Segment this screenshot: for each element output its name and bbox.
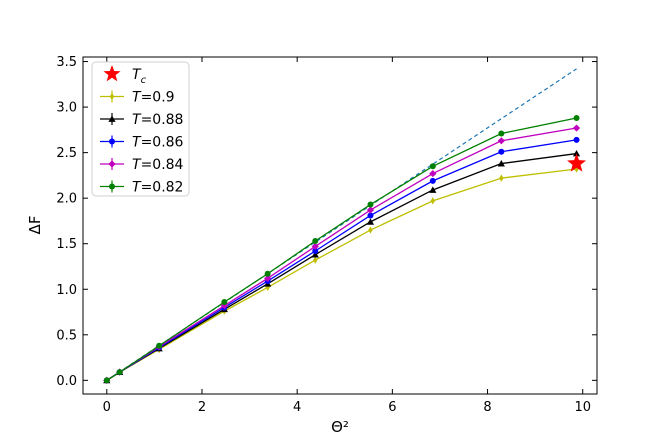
axis-ticks: 0 2 4 6 8 10 0.0 0.5 1.0 1.5 2.0 2.5 3.0 3.5 bbox=[56, 55, 597, 415]
data-point bbox=[312, 248, 319, 255]
data-point bbox=[573, 115, 580, 122]
legend-var: T bbox=[132, 90, 142, 106]
data-point bbox=[311, 251, 319, 258]
data-point bbox=[103, 377, 110, 384]
x-tick-label: 2 bbox=[198, 400, 206, 415]
data-point bbox=[264, 270, 271, 277]
legend-entry-3: T=0.84 bbox=[100, 157, 184, 173]
legend-label: T=0.9 bbox=[132, 90, 175, 106]
legend-value: =0.84 bbox=[141, 157, 184, 173]
x-tick-label: 0 bbox=[103, 400, 111, 415]
data-point bbox=[497, 159, 505, 167]
y-axis-label: ΔF bbox=[26, 216, 44, 235]
series-4 bbox=[103, 115, 580, 384]
y-tick-label: 1.5 bbox=[56, 237, 77, 252]
data-point bbox=[116, 369, 123, 376]
data-point bbox=[368, 226, 373, 234]
data-point bbox=[429, 186, 437, 193]
y-tick-label: 1.0 bbox=[56, 283, 77, 298]
data-point bbox=[497, 137, 505, 145]
data-point bbox=[221, 299, 228, 306]
legend-marker bbox=[109, 138, 115, 145]
data-point bbox=[498, 148, 505, 155]
data-point bbox=[430, 197, 436, 205]
legend-box bbox=[91, 61, 190, 197]
series-0 bbox=[104, 165, 579, 384]
legend-value: =0.86 bbox=[141, 135, 184, 151]
legend-subscript: c bbox=[141, 75, 147, 86]
y-tick-label: 3.0 bbox=[56, 101, 77, 116]
data-point bbox=[429, 163, 436, 170]
data-point bbox=[311, 242, 319, 251]
legend-label: T=0.84 bbox=[132, 157, 184, 173]
series-line bbox=[106, 117, 577, 381]
data-point bbox=[156, 342, 163, 349]
data-point bbox=[429, 177, 436, 184]
data-point bbox=[499, 174, 504, 182]
data-point bbox=[573, 136, 580, 143]
critical-point-star bbox=[567, 153, 587, 172]
legend-marker bbox=[108, 160, 116, 168]
data-point bbox=[572, 149, 581, 157]
data-point bbox=[313, 256, 318, 264]
legend-var: T bbox=[132, 112, 142, 128]
data-point bbox=[367, 201, 374, 208]
legend-entry-0: T=0.9 bbox=[100, 90, 175, 106]
legend-star-marker bbox=[103, 65, 121, 82]
data-point bbox=[366, 218, 375, 225]
legend-marker bbox=[108, 115, 116, 122]
x-tick-label: 4 bbox=[293, 400, 301, 415]
legend-entry-2: T=0.86 bbox=[100, 135, 184, 151]
data-point bbox=[429, 169, 437, 178]
plot-area bbox=[103, 68, 587, 384]
legend: TcT=0.9T=0.88T=0.86T=0.84T=0.82 bbox=[91, 61, 190, 197]
legend-label: T=0.82 bbox=[132, 180, 183, 196]
legend-label: T=0.86 bbox=[132, 135, 184, 151]
series-line bbox=[106, 168, 577, 381]
legend-var: T bbox=[132, 180, 142, 196]
x-tick-label: 8 bbox=[483, 400, 491, 415]
data-point bbox=[572, 124, 581, 132]
legend-value: =0.88 bbox=[141, 112, 184, 128]
x-tick-label: 6 bbox=[388, 400, 396, 415]
data-point bbox=[312, 237, 319, 244]
data-point bbox=[264, 274, 272, 282]
data-point bbox=[498, 130, 505, 137]
legend-value: =0.82 bbox=[141, 180, 184, 196]
x-axis-label: Θ² bbox=[331, 418, 349, 436]
y-tick-label: 2.0 bbox=[56, 192, 77, 207]
data-point bbox=[367, 212, 374, 219]
legend-var: T bbox=[132, 135, 142, 151]
axes-frame bbox=[82, 56, 598, 395]
data-point bbox=[366, 206, 375, 214]
x-tick-label: 10 bbox=[574, 400, 591, 415]
legend-value: =0.9 bbox=[141, 90, 175, 106]
legend-marker bbox=[109, 183, 115, 190]
legend-label-tc: Tc bbox=[132, 67, 147, 86]
legend-entry-1: T=0.88 bbox=[100, 112, 183, 128]
y-tick-label: 0.0 bbox=[56, 374, 77, 389]
legend-label: T=0.88 bbox=[132, 112, 183, 128]
legend-var: T bbox=[132, 67, 142, 83]
legend-marker bbox=[109, 92, 115, 101]
y-tick-label: 0.5 bbox=[56, 328, 77, 343]
y-tick-label: 3.5 bbox=[56, 55, 77, 70]
legend-var: T bbox=[132, 157, 142, 173]
legend-entry-4: T=0.82 bbox=[100, 180, 183, 196]
y-tick-label: 2.5 bbox=[56, 146, 77, 161]
